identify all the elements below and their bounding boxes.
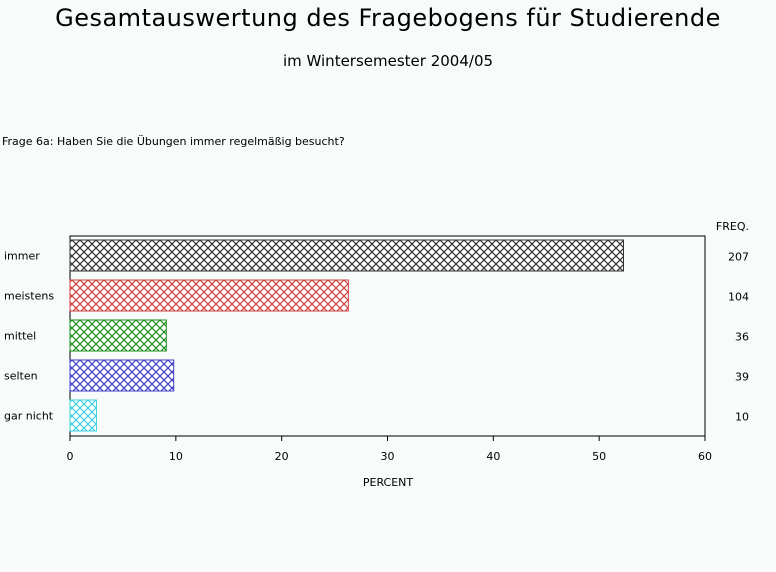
x-tick-label: 60 (698, 450, 712, 463)
freq-header: FREQ. (716, 220, 749, 233)
x-tick-label: 10 (169, 450, 183, 463)
freq-value: 104 (728, 291, 749, 304)
category-label: immer (4, 250, 40, 263)
freq-value: 207 (728, 251, 749, 264)
bar (69, 319, 167, 352)
x-tick-label: 40 (486, 450, 500, 463)
category-label: meistens (4, 290, 54, 303)
freq-value: 39 (735, 371, 749, 384)
category-label: selten (4, 370, 38, 383)
category-label: gar nicht (4, 410, 54, 423)
x-tick-label: 30 (381, 450, 395, 463)
bar (69, 279, 349, 312)
x-axis-label: PERCENT (363, 476, 414, 489)
freq-value: 10 (735, 411, 749, 424)
category-label: mittel (4, 330, 36, 343)
bar (69, 359, 175, 392)
bar (69, 239, 625, 272)
question-text: Frage 6a: Haben Sie die Übungen immer re… (2, 135, 345, 148)
chart-subtitle: im Wintersemester 2004/05 (282, 52, 494, 70)
chart-title: Gesamtauswertung des Fragebogens für Stu… (55, 4, 721, 32)
x-tick-label: 20 (275, 450, 289, 463)
bar (69, 399, 97, 432)
x-tick-label: 0 (67, 450, 74, 463)
x-tick-label: 50 (592, 450, 606, 463)
freq-value: 36 (735, 331, 749, 344)
